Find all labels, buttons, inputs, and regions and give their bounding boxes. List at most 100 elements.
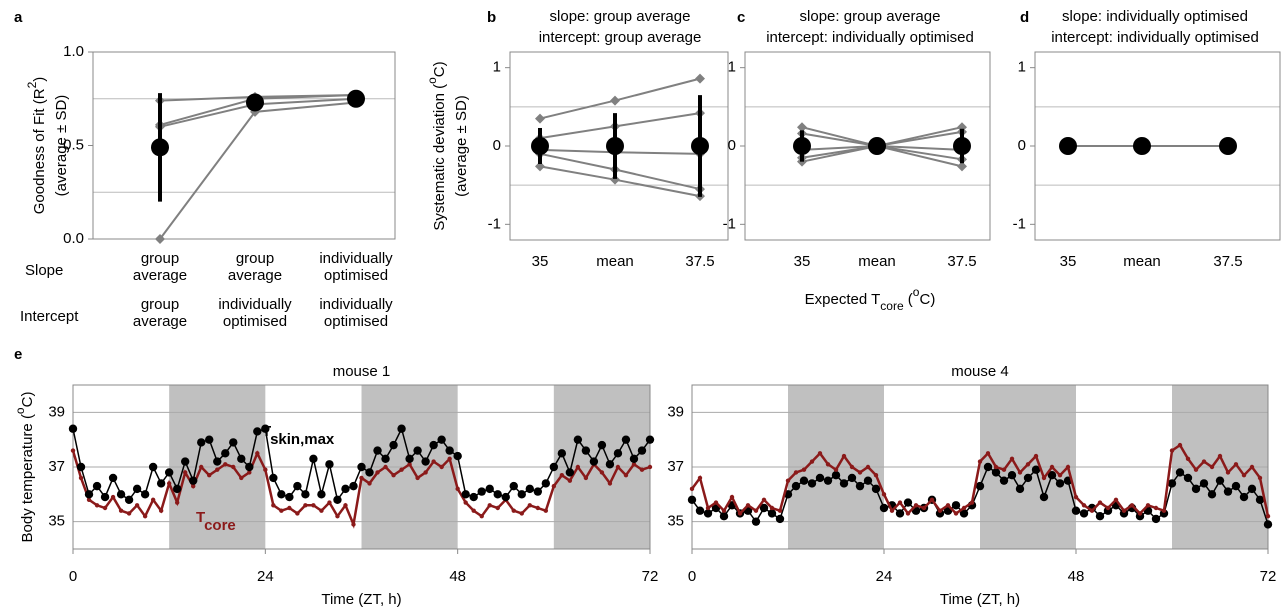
skin-point (525, 484, 534, 494)
core-point (231, 464, 236, 470)
mean-point (953, 137, 971, 155)
core-point (993, 464, 999, 470)
text-part: 2 (25, 81, 39, 88)
core-point (1009, 456, 1015, 461)
skin-point (1039, 492, 1049, 502)
skin-point (461, 490, 470, 499)
skin-point (373, 446, 382, 455)
y-tick-label: 0 (1018, 137, 1026, 154)
x-tick-label: 35 (532, 253, 549, 270)
skin-point (421, 457, 430, 466)
y-tick-label: -1 (723, 215, 736, 232)
core-point (463, 500, 468, 505)
chart-title: slope: group average (550, 8, 691, 25)
text-part: Goodness of Fit (R (31, 88, 48, 214)
core-point (295, 511, 300, 516)
core-point (889, 508, 895, 513)
skin-point (613, 449, 623, 458)
core-point (439, 464, 444, 470)
mean-point (531, 137, 549, 155)
x-tick-label: mean (596, 253, 634, 270)
skin-point (991, 468, 1001, 477)
core-point (311, 503, 316, 508)
core-point (1161, 508, 1167, 513)
core-point (1113, 497, 1119, 502)
core-point (207, 473, 212, 478)
mean-point (246, 93, 264, 112)
x-tick-label: 0 (69, 568, 77, 585)
skin-point (1071, 506, 1081, 515)
core-point (977, 459, 983, 464)
skin-point (100, 492, 110, 502)
core-point (1089, 508, 1095, 513)
core-point (94, 503, 100, 508)
y-tick-label: 35 (667, 513, 684, 530)
skin-point (333, 495, 342, 504)
skin-point (413, 446, 422, 455)
x-tick-label: 37.5 (1213, 253, 1242, 270)
y-axis-label: Goodness of Fit (R2) (25, 77, 48, 215)
mean-point (691, 137, 709, 155)
core-point (857, 470, 863, 475)
category-label-box: individually optimised (218, 296, 291, 330)
core-point (383, 464, 388, 470)
skin-point (719, 512, 729, 521)
core-point (697, 475, 703, 481)
individual-line (539, 77, 701, 120)
core-point (1225, 470, 1231, 475)
core-point (182, 470, 188, 475)
core-point (335, 514, 340, 519)
core-point (639, 467, 645, 472)
skin-point (205, 435, 214, 444)
core-point (729, 494, 735, 500)
core-point (713, 500, 719, 505)
core-point (1257, 475, 1263, 481)
text-part: (average ± SD) (453, 95, 470, 197)
skin-point (839, 479, 849, 488)
core-point (647, 464, 653, 470)
panel-label: d (1020, 9, 1029, 26)
x-tick-label: 37.5 (685, 253, 714, 270)
core-point (351, 522, 356, 527)
text-part: T (196, 509, 205, 526)
skin-point (1007, 471, 1017, 480)
chart-title: intercept: group average (539, 29, 702, 46)
skin-point (533, 487, 543, 496)
core-point (78, 475, 84, 481)
skin-point (68, 424, 78, 433)
skin-point (807, 479, 817, 488)
y-tick-label: 1 (493, 59, 501, 76)
chart-title: slope: individually optimised (1062, 8, 1248, 25)
core-point (615, 464, 621, 470)
x-tick-label: 72 (642, 568, 659, 585)
core-point (567, 478, 573, 483)
x-axis-label: Time (ZT, h) (940, 591, 1020, 608)
skin-point (959, 509, 969, 518)
y-axis-label: (average ± SD) (453, 95, 470, 197)
skin-point (1015, 484, 1025, 494)
skin-point (269, 473, 278, 483)
core-point (399, 467, 404, 472)
core-point (447, 456, 452, 461)
core-point (70, 448, 76, 453)
individual-line (159, 101, 357, 240)
y-tick-label: 0.5 (63, 136, 84, 153)
skin-point (1191, 484, 1201, 494)
skin-point (1239, 492, 1249, 502)
skin-point (1199, 479, 1209, 488)
core-point (985, 451, 991, 456)
skin-point (341, 484, 350, 494)
annotation: Tcore (196, 509, 236, 535)
x-axis-label: Expected Tcore (oC) (805, 285, 936, 313)
skin-point (1079, 509, 1089, 518)
row-label: Intercept (20, 308, 79, 325)
individual-point (535, 161, 545, 172)
core-point (174, 500, 180, 505)
y-axis-label: Body temperature (oC) (13, 392, 36, 543)
skin-point (389, 440, 398, 450)
core-point (873, 473, 879, 478)
skin-point (597, 440, 607, 450)
skin-point (863, 476, 873, 485)
